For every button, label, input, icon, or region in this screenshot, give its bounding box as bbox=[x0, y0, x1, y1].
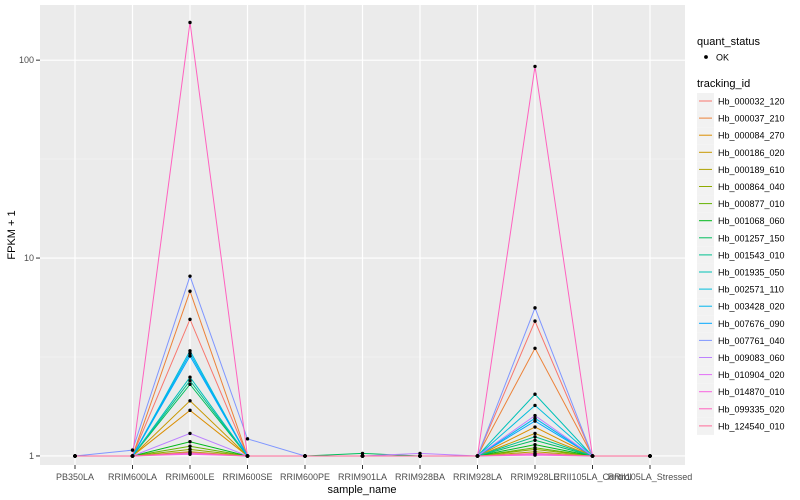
legend-quant-status-title: quant_status bbox=[697, 36, 760, 48]
legend-quant-status-label: OK bbox=[716, 53, 729, 63]
data-point-Hb_124540_010 bbox=[648, 454, 652, 458]
x-axis: PB350LA RRIM600LA RRIM600LE RRIM600SE RRIM60… bbox=[56, 465, 692, 482]
legend-label: Hb_007676_090 bbox=[718, 319, 785, 329]
data-point-Hb_124540_010 bbox=[303, 454, 307, 458]
x-axis-label: sample_name bbox=[327, 484, 396, 496]
data-point-Hb_007761_040 bbox=[188, 274, 192, 278]
legend-tracking-title: tracking_id bbox=[697, 78, 750, 90]
x-tick-label: PB350LA bbox=[56, 472, 94, 482]
x-tick-label: RRIM901LA bbox=[338, 472, 387, 482]
data-point-Hb_001257_150 bbox=[360, 451, 365, 456]
data-point-Hb_007676_090 bbox=[188, 354, 192, 358]
data-point-Hb_124540_010 bbox=[475, 454, 480, 458]
series-points bbox=[73, 20, 652, 458]
legend: quant_status OK tracking_id Hb_000032_12… bbox=[697, 36, 785, 435]
legend-label: Hb_000032_120 bbox=[718, 97, 785, 107]
data-point-Hb_001543_010 bbox=[188, 379, 192, 383]
x-tick-label: RRII105LA_Control bbox=[553, 472, 631, 482]
data-point-Hb_000084_270 bbox=[188, 408, 192, 413]
data-point-Hb_007761_040 bbox=[533, 306, 537, 310]
x-tick-label: RRIM600PE bbox=[280, 472, 330, 482]
data-point-Hb_007761_040 bbox=[245, 437, 250, 441]
data-point-Hb_124540_010 bbox=[73, 454, 77, 458]
data-point-Hb_001935_050 bbox=[533, 392, 537, 396]
data-point-Hb_099335_020 bbox=[188, 20, 192, 25]
data-point-Hb_124540_010 bbox=[590, 454, 595, 458]
y-tick-label: 1 bbox=[29, 451, 34, 461]
legend-label: Hb_000877_010 bbox=[718, 199, 785, 209]
data-point-Hb_007676_090 bbox=[533, 419, 537, 423]
data-point-Hb_124540_010 bbox=[418, 454, 422, 458]
data-point-Hb_124540_010 bbox=[360, 454, 365, 458]
legend-label: Hb_001543_010 bbox=[718, 250, 785, 260]
data-point-Hb_000877_010 bbox=[533, 446, 537, 450]
x-tick-label: RRIM928LE bbox=[510, 472, 559, 482]
legend-label: Hb_002571_110 bbox=[718, 285, 784, 295]
x-tick-label: RRIM600SE bbox=[222, 472, 272, 482]
data-point-Hb_001543_010 bbox=[533, 435, 537, 439]
y-tick-label: 10 bbox=[24, 253, 34, 263]
data-point-Hb_003428_020 bbox=[188, 351, 192, 356]
y-tick-label: 100 bbox=[19, 55, 34, 65]
legend-label: Hb_007761_040 bbox=[718, 336, 785, 346]
data-point-Hb_009083_060 bbox=[533, 413, 537, 418]
data-point-Hb_001257_150 bbox=[533, 438, 537, 442]
data-point-Hb_001068_060 bbox=[188, 440, 192, 444]
legend-label: Hb_001935_050 bbox=[718, 268, 785, 278]
legend-label: Hb_009083_060 bbox=[718, 353, 785, 363]
x-tick-label: RRIM928LA bbox=[453, 472, 502, 482]
legend-label: Hb_000864_040 bbox=[718, 182, 785, 192]
data-point-Hb_009083_060 bbox=[418, 451, 422, 456]
legend-label: Hb_001257_150 bbox=[718, 233, 785, 243]
x-tick-label: RRIM600LA bbox=[108, 472, 157, 482]
data-point-Hb_000186_020 bbox=[188, 399, 192, 403]
legend-label: Hb_014870_010 bbox=[718, 387, 785, 397]
data-point-Hb_124540_010 bbox=[188, 450, 192, 455]
x-tick-label: RRII105LA_Stressed bbox=[608, 472, 693, 482]
data-point-Hb_000084_270 bbox=[533, 425, 537, 429]
data-point-Hb_009083_060 bbox=[188, 431, 192, 436]
legend-label: Hb_000186_020 bbox=[718, 148, 785, 158]
data-point-Hb_124540_010 bbox=[130, 454, 135, 458]
legend-label: Hb_000037_210 bbox=[718, 114, 785, 124]
data-point-Hb_002571_110 bbox=[533, 403, 537, 408]
y-axis-label: FPKM + 1 bbox=[6, 210, 18, 259]
data-point-Hb_002571_110 bbox=[188, 349, 192, 353]
data-point-Hb_000037_210 bbox=[533, 346, 537, 350]
data-point-Hb_000032_120 bbox=[188, 317, 192, 322]
legend-label: Hb_099335_020 bbox=[718, 404, 785, 414]
data-point-Hb_007761_040 bbox=[130, 448, 135, 452]
data-point-Hb_124540_010 bbox=[533, 451, 537, 456]
data-point-Hb_000037_210 bbox=[188, 289, 192, 293]
legend-label: Hb_010904_020 bbox=[718, 370, 785, 380]
legend-label: Hb_000189_610 bbox=[718, 165, 785, 175]
data-point-Hb_001935_050 bbox=[188, 375, 192, 379]
x-tick-label: RRIM928BA bbox=[395, 472, 445, 482]
data-point-Hb_000864_040 bbox=[188, 447, 192, 452]
data-point-Hb_001068_060 bbox=[533, 442, 537, 447]
data-point-Hb_003428_020 bbox=[533, 416, 537, 420]
y-axis: 1 10 100 bbox=[19, 55, 40, 461]
data-point-Hb_000032_120 bbox=[533, 319, 537, 323]
x-tick-label: RRIM600LE bbox=[165, 472, 214, 482]
legend-label: Hb_001068_060 bbox=[718, 216, 785, 226]
legend-label: Hb_000084_270 bbox=[718, 131, 785, 141]
legend-label: Hb_124540_010 bbox=[718, 421, 785, 431]
data-point-Hb_000877_010 bbox=[188, 444, 192, 448]
legend-label: Hb_003428_020 bbox=[718, 302, 785, 312]
data-point-Hb_001257_150 bbox=[188, 382, 192, 387]
legend-quant-status-key bbox=[704, 55, 708, 59]
data-point-Hb_124540_010 bbox=[245, 454, 250, 458]
data-point-Hb_099335_020 bbox=[533, 64, 537, 69]
data-point-Hb_000186_020 bbox=[533, 431, 537, 436]
